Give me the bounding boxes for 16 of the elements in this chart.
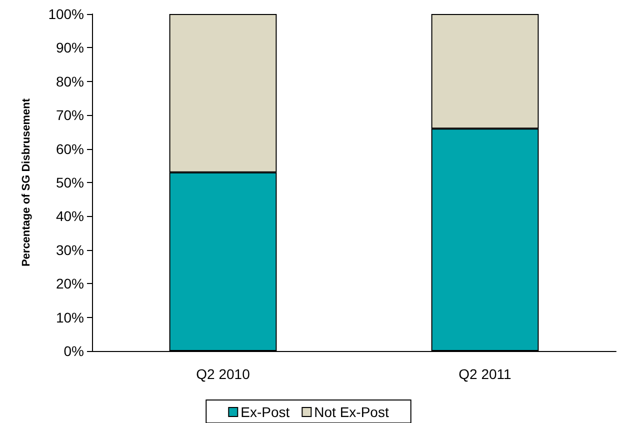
x-tick-label: Q2 2010 xyxy=(196,366,250,382)
y-tick-label: 60% xyxy=(56,140,84,157)
y-tick-label: 20% xyxy=(56,276,84,292)
y-axis-title: Percentage of SG Disbrusement xyxy=(20,98,32,267)
y-tick-label: 30% xyxy=(56,242,84,258)
y-tick-label: 10% xyxy=(56,309,84,326)
y-tick-label: 90% xyxy=(56,40,84,56)
y-tick-label: 0% xyxy=(64,343,84,359)
y-tick-label: 100% xyxy=(48,6,84,22)
y-tick-label: 80% xyxy=(56,73,84,90)
legend-label: Not Ex-Post xyxy=(314,404,389,420)
legend-label: Ex-Post xyxy=(240,404,290,420)
y-tick-label: 50% xyxy=(56,174,84,190)
y-tick-label: 70% xyxy=(56,107,84,124)
y-tick-label: 40% xyxy=(56,208,84,224)
x-tick-label: Q2 2011 xyxy=(458,366,512,382)
